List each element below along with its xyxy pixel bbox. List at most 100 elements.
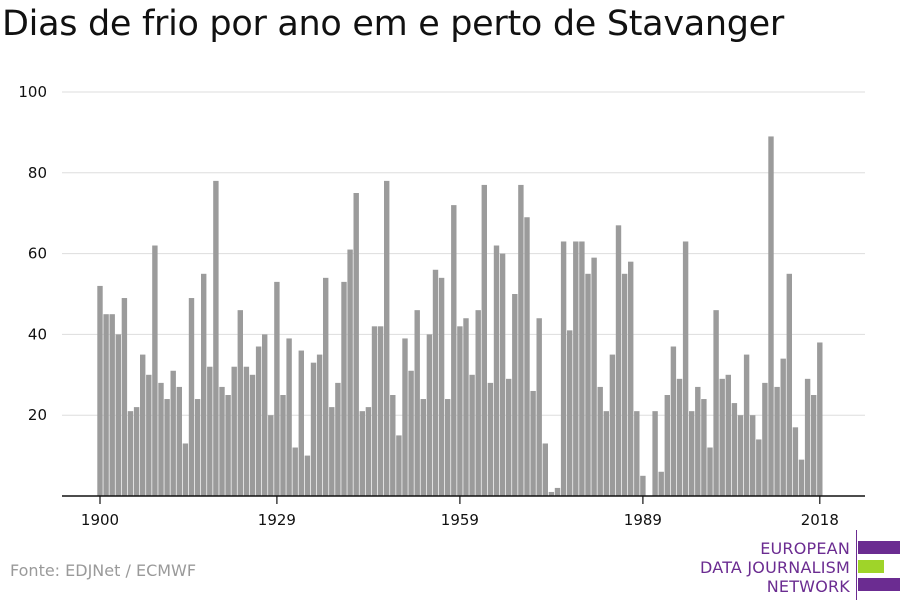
y-tick-label: 80 <box>28 164 47 182</box>
bar-1949 <box>396 435 402 496</box>
bar-1982 <box>597 386 603 496</box>
bar-1925 <box>249 374 256 496</box>
bar-2013 <box>786 273 792 496</box>
bar-1993 <box>664 395 670 496</box>
bar-1979 <box>579 241 585 496</box>
bar-1921 <box>225 395 231 496</box>
bar-1965 <box>493 245 500 496</box>
bar-1973 <box>542 443 548 496</box>
bar-1919 <box>213 180 219 496</box>
y-tick-label: 40 <box>28 325 47 343</box>
bar-2011 <box>774 386 780 496</box>
y-tick-label: 20 <box>28 406 47 424</box>
bar-1924 <box>243 366 250 496</box>
y-tick-label: 60 <box>28 245 47 263</box>
bar-1950 <box>402 338 408 496</box>
bar-1920 <box>219 386 225 496</box>
bar-1939 <box>335 382 341 496</box>
bar-1976 <box>560 241 567 496</box>
bar-1994 <box>670 346 677 496</box>
bar-1946 <box>377 326 384 496</box>
bar-1942 <box>353 193 359 496</box>
bar-1901 <box>103 314 109 496</box>
bar-1995 <box>676 378 683 496</box>
bar-1980 <box>585 273 591 496</box>
bar-1954 <box>426 334 433 496</box>
logo-line-1: EUROPEAN <box>760 539 850 558</box>
bar-2016 <box>804 378 811 496</box>
bar-1922 <box>231 366 237 496</box>
bar-1974 <box>548 491 555 496</box>
bar-1977 <box>567 330 573 496</box>
edjnet-logo: EUROPEAN DATA JOURNALISM NETWORK <box>700 530 900 600</box>
bars <box>97 136 823 497</box>
x-tick-label: 1900 <box>81 511 119 529</box>
bar-2002 <box>719 378 725 496</box>
bar-1972 <box>536 318 542 496</box>
bar-1966 <box>499 253 506 496</box>
bar-2012 <box>780 358 786 496</box>
bar-1913 <box>176 386 182 496</box>
x-tick-label: 1989 <box>624 511 662 529</box>
bar-1952 <box>414 310 420 496</box>
x-tick-label: 1929 <box>258 511 296 529</box>
bar-1983 <box>603 411 609 496</box>
bar-2007 <box>750 415 756 496</box>
bar-1968 <box>512 294 518 496</box>
bar-1910 <box>158 382 164 496</box>
bar-2004 <box>731 403 738 496</box>
logo-divider <box>856 530 857 600</box>
bar-1915 <box>188 298 195 496</box>
bar-1917 <box>201 273 207 496</box>
bar-1957 <box>445 399 451 496</box>
bar-1962 <box>475 310 481 496</box>
bar-1900 <box>97 285 103 496</box>
bar-1903 <box>115 334 121 496</box>
x-axis-ticks: 1900 1929 1959 1989 2018 <box>81 496 839 529</box>
bar-1970 <box>524 217 530 497</box>
logo-bar-purple-bottom <box>858 578 900 591</box>
bar-1930 <box>280 395 286 496</box>
bar-1988 <box>634 411 640 496</box>
y-axis-ticks: 20 40 60 80 100 <box>18 83 47 424</box>
logo-bar-green <box>858 560 884 573</box>
bar-1996 <box>682 241 689 496</box>
chart-title: Dias de frio por ano em e perto de Stava… <box>2 4 785 44</box>
bar-1902 <box>109 314 115 496</box>
bar-1959 <box>457 326 463 496</box>
bar-1992 <box>658 471 664 496</box>
bar-1951 <box>408 370 414 496</box>
bar-1956 <box>438 277 445 496</box>
bar-1905 <box>127 411 134 496</box>
bar-1907 <box>140 354 146 496</box>
bar-2017 <box>811 395 817 496</box>
bar-1906 <box>133 407 140 496</box>
bar-1998 <box>695 386 701 496</box>
bar-1969 <box>518 184 524 497</box>
bar-1928 <box>268 415 274 496</box>
bar-1940 <box>341 281 347 496</box>
bar-1975 <box>554 487 561 496</box>
bar-1935 <box>310 362 317 496</box>
bar-1978 <box>573 241 579 496</box>
bar-1984 <box>609 354 616 496</box>
logo-line-3: NETWORK <box>766 577 850 596</box>
bar-1960 <box>463 318 469 496</box>
bar-1904 <box>121 298 128 496</box>
bar-1918 <box>207 366 213 496</box>
bar-1955 <box>432 269 439 496</box>
bar-2015 <box>798 459 805 496</box>
bar-1963 <box>481 184 487 497</box>
bar-1908 <box>146 374 152 496</box>
logo-line-2: DATA JOURNALISM <box>700 558 850 577</box>
bar-1948 <box>390 395 396 496</box>
bar-2009 <box>762 382 768 496</box>
bar-1936 <box>316 354 323 496</box>
x-tick-label: 2018 <box>801 511 839 529</box>
bar-1929 <box>274 281 280 496</box>
x-tick-label: 1959 <box>441 511 479 529</box>
bar-1947 <box>384 180 390 496</box>
bar-1923 <box>237 310 243 496</box>
bar-2014 <box>792 427 799 496</box>
bar-1914 <box>182 443 189 496</box>
